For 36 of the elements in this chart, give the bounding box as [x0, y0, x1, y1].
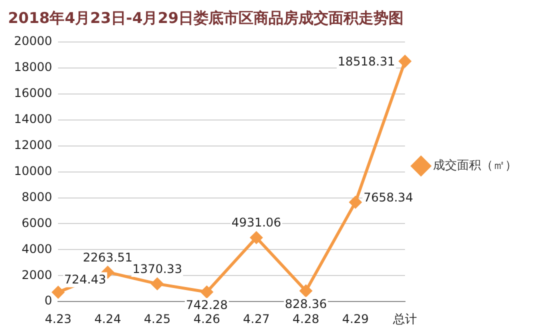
x-tick-label: 4.27 — [243, 312, 270, 326]
y-tick-label: 4000 — [22, 242, 52, 256]
y-tick-label: 10000 — [14, 164, 52, 178]
point — [151, 278, 164, 290]
y-tick-label: 6000 — [22, 216, 52, 230]
point — [349, 196, 362, 208]
y-tick-label: 8000 — [22, 190, 52, 204]
chart-title: 2018年4月23日-4月29日娄底市区商品房成交面积走势图 — [8, 8, 404, 27]
legend-label: 成交面积（㎡） — [433, 158, 517, 172]
x-tick-label: 4.24 — [94, 312, 122, 326]
y-tick-label: 2000 — [22, 268, 52, 282]
y-tick-label: 12000 — [14, 138, 52, 152]
x-tick-label: 4.26 — [193, 312, 220, 326]
y-tick-label: 18000 — [14, 60, 52, 74]
data-label: 4931.06 — [232, 216, 282, 230]
y-tick-label: 0 — [44, 294, 52, 308]
data-label: 828.36 — [284, 296, 327, 311]
x-tick-label: 总计 — [392, 312, 417, 326]
point — [399, 55, 411, 68]
x-tick-label: 4.29 — [342, 312, 369, 326]
y-tick-label: 16000 — [14, 86, 52, 100]
point — [250, 232, 262, 244]
data-label: 2263.51 — [82, 250, 133, 264]
data-label: 7658.34 — [363, 190, 414, 204]
data-label: 18518.31 — [338, 54, 396, 68]
x-tick-label: 4.25 — [144, 312, 171, 326]
data-label: 724.43 — [64, 272, 106, 286]
x-tick-label: 4.28 — [292, 312, 320, 326]
data-label: 1370.33 — [132, 262, 182, 276]
data-label: 742.28 — [186, 298, 228, 312]
x-tick-label: 4.23 — [44, 312, 72, 326]
y-tick-label: 14000 — [14, 112, 52, 126]
point — [300, 284, 312, 297]
point — [200, 286, 213, 298]
point — [52, 286, 64, 298]
y-tick-label: 20000 — [14, 34, 52, 48]
